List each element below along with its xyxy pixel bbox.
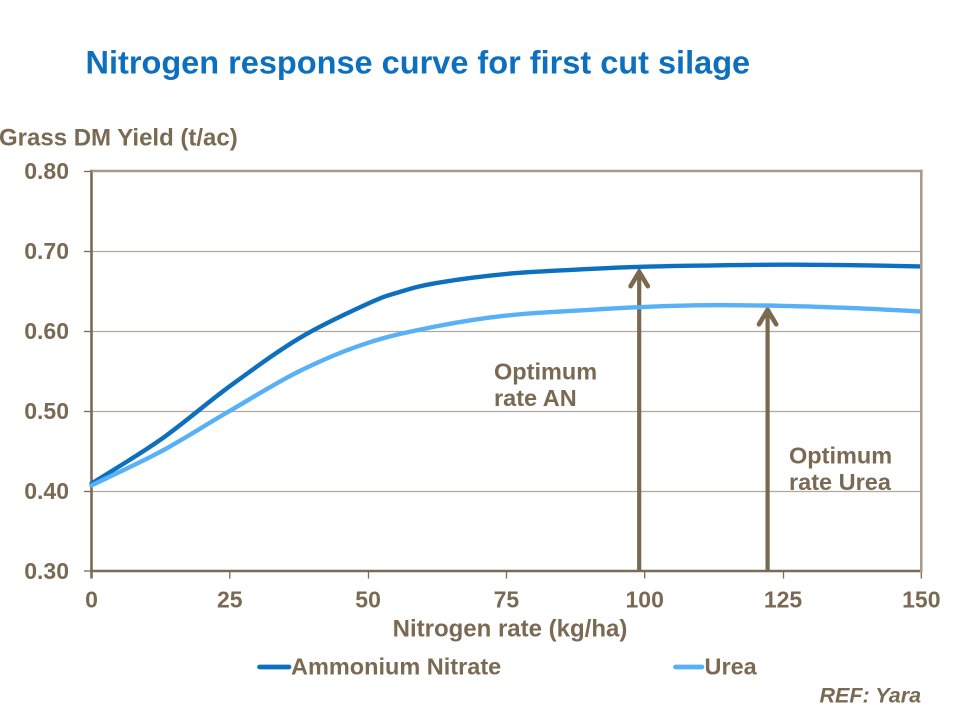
svg-text:rate AN: rate AN bbox=[494, 385, 577, 411]
svg-text:Nitrogen rate (kg/ha): Nitrogen rate (kg/ha) bbox=[393, 616, 628, 643]
svg-text:Urea: Urea bbox=[705, 654, 758, 680]
svg-text:rate Urea: rate Urea bbox=[789, 469, 892, 495]
svg-text:25: 25 bbox=[217, 587, 243, 613]
svg-text:150: 150 bbox=[902, 587, 940, 613]
svg-text:Ammonium Nitrate: Ammonium Nitrate bbox=[291, 654, 501, 680]
svg-text:50: 50 bbox=[355, 587, 381, 613]
svg-text:75: 75 bbox=[494, 587, 520, 613]
svg-text:0: 0 bbox=[85, 587, 98, 613]
svg-text:0.80: 0.80 bbox=[24, 158, 69, 184]
svg-text:0.30: 0.30 bbox=[24, 558, 69, 584]
svg-text:125: 125 bbox=[764, 587, 803, 613]
svg-text:0.50: 0.50 bbox=[24, 398, 69, 424]
svg-text:Grass DM Yield (t/ac): Grass DM Yield (t/ac) bbox=[0, 125, 238, 152]
svg-text:0.70: 0.70 bbox=[24, 238, 69, 264]
svg-text:0.40: 0.40 bbox=[24, 478, 69, 504]
svg-text:REF: Yara: REF: Yara bbox=[820, 684, 922, 708]
svg-text:0.60: 0.60 bbox=[24, 318, 69, 344]
svg-text:Optimum: Optimum bbox=[494, 359, 597, 385]
svg-text:Optimum: Optimum bbox=[789, 442, 892, 468]
svg-text:100: 100 bbox=[626, 587, 664, 613]
svg-text:Nitrogen response curve for fi: Nitrogen response curve for first cut si… bbox=[86, 45, 751, 81]
